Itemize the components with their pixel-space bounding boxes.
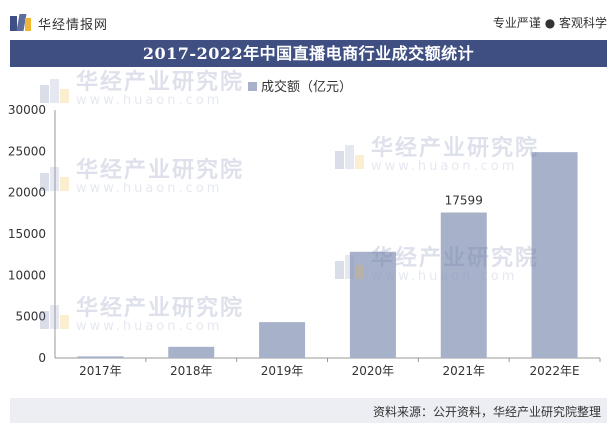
bar xyxy=(531,152,578,358)
chart-title: 2017-2022年中国直播电商行业成交额统计 xyxy=(10,40,607,67)
bar xyxy=(259,322,306,358)
y-tick-label: 10000 xyxy=(8,268,46,282)
x-tick-label: 2020年 xyxy=(352,364,395,378)
bar xyxy=(77,356,124,358)
x-tick-label: 2019年 xyxy=(261,364,304,378)
footer: 资料来源：公开资料，华经产业研究院整理 xyxy=(10,398,607,423)
x-tick-label: 2022年E xyxy=(530,364,580,378)
bar xyxy=(349,251,396,358)
tagline: 专业严谨 ● 客观科学 xyxy=(492,16,607,30)
logo: 华经情报网 xyxy=(10,13,108,33)
y-tick-label: 30000 xyxy=(8,103,46,117)
top-bar: 华经情报网 专业严谨 ● 客观科学 xyxy=(0,0,615,40)
y-tick-label: 20000 xyxy=(8,186,46,200)
x-tick-label: 2021年 xyxy=(442,364,485,378)
bar-chart: 成交额（亿元） 0 5000 10000 15000 20000 25000 30000 201… xyxy=(8,79,601,378)
x-tick-label: 2018年 xyxy=(170,364,213,378)
y-tick-label: 25000 xyxy=(8,144,46,158)
data-label: 17599 xyxy=(445,194,483,208)
x-tick-label: 2017年 xyxy=(79,364,122,378)
logo-icon xyxy=(10,14,32,32)
y-tick-label: 5000 xyxy=(15,310,46,324)
logo-text: 华经情报网 xyxy=(38,17,109,33)
y-tick-label: 0 xyxy=(38,351,46,365)
source-note: 资料来源：公开资料，华经产业研究院整理 xyxy=(372,405,601,419)
y-tick-label: 15000 xyxy=(8,227,46,241)
bar xyxy=(440,212,487,358)
legend-label: 成交额（亿元） xyxy=(261,79,352,95)
bar xyxy=(168,346,215,358)
legend-swatch xyxy=(248,82,257,91)
